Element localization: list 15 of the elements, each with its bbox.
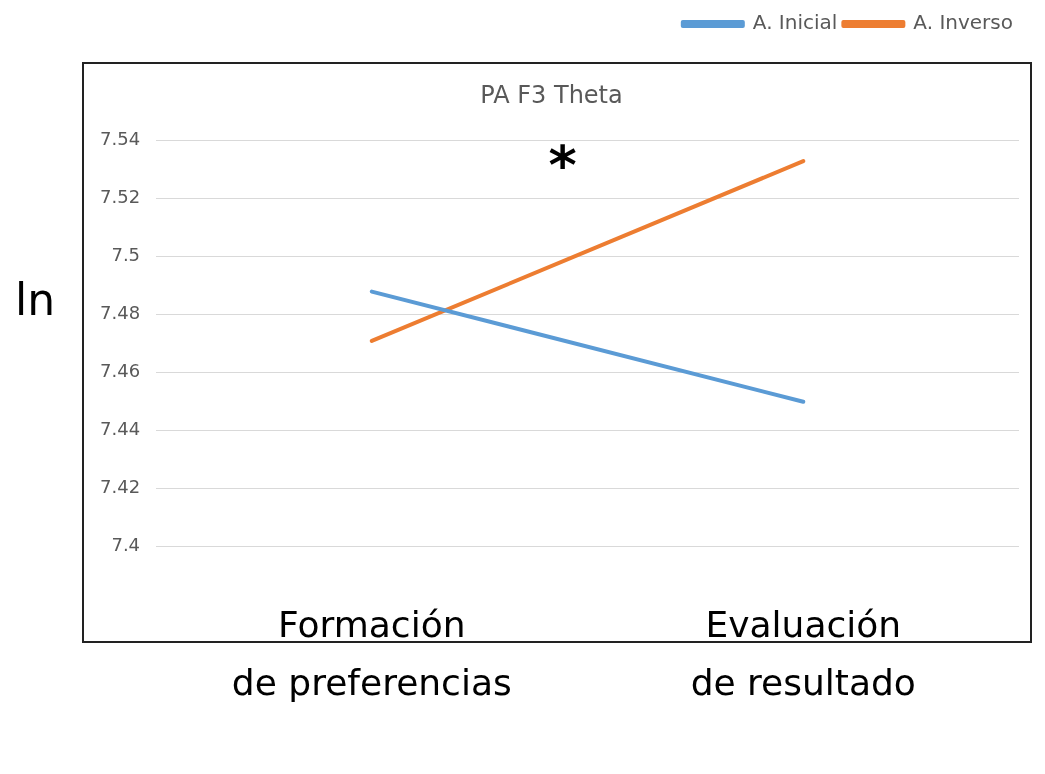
y-tick-label: 7.44	[100, 418, 141, 440]
y-tick-label: 7.5	[111, 244, 141, 266]
chart-title: PA F3 Theta	[480, 80, 623, 109]
y-tick-label: 7.52	[100, 186, 141, 208]
x-tick-label: Evaluación de resultado	[690, 603, 916, 703]
y-tick-label: 7.48	[100, 302, 141, 324]
y-axis-title: ln	[14, 273, 56, 325]
legend-label: A. Inicial	[752, 10, 838, 35]
y-tick-label: 7.54	[100, 128, 141, 150]
y-tick-label: 7.4	[111, 534, 141, 556]
legend-label: A. Inverso	[913, 10, 1013, 35]
y-tick-label: 7.46	[100, 360, 141, 382]
annotation: *	[548, 133, 577, 197]
y-tick-label: 7.42	[100, 476, 141, 498]
x-tick-label: Formación de preferencias	[231, 603, 512, 703]
